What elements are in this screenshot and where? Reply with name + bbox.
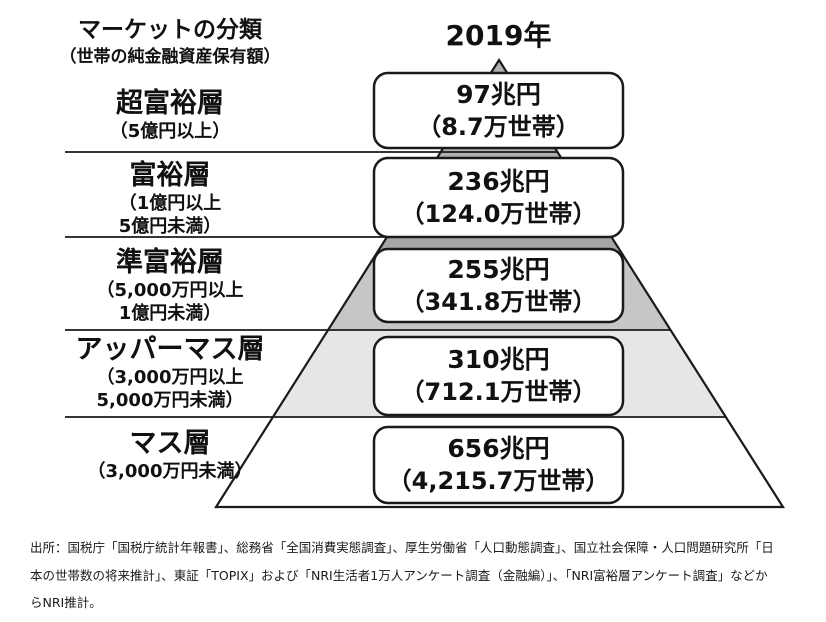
tier-name: 準富裕層 [116, 247, 224, 278]
tier3-households: （341.8万世帯） [400, 287, 597, 316]
tier-label-wealthy: 富裕層 （1億円以上 5億円未満） [20, 160, 320, 238]
tier-range: （5億円以上） [109, 121, 231, 142]
tier4-values: 310兆円 （712.1万世帯） [374, 337, 623, 415]
value-box-tier5 [372, 425, 625, 505]
tier4-households: （712.1万世帯） [400, 378, 597, 406]
tier-name: 富裕層 [129, 160, 211, 191]
tier-range: （1億円以上 [118, 193, 222, 214]
tier-label-mass: マス層 （3,000万円未満） [20, 428, 320, 483]
value-box-tier1 [372, 71, 625, 150]
tier-label-semi-wealthy: 準富裕層 （5,000万円以上 1億円未満） [20, 247, 320, 325]
tier5-assets: 656兆円 [447, 434, 550, 463]
tier2-assets: 236兆円 [447, 166, 550, 196]
category-subtitle: （世帯の純金融資産保有額） [59, 47, 281, 67]
tier-range: （3,000万円未満） [87, 461, 253, 482]
tier-range: 5億円未満） [118, 216, 222, 237]
tier2-values: 236兆円 （124.0万世帯） [374, 158, 623, 237]
pyramid-outline [214, 57, 786, 509]
tier4-assets: 310兆円 [447, 345, 550, 374]
tier-label-upper-mass: アッパーマス層 （3,000万円以上 5,000万円未満） [20, 334, 320, 412]
source-line: 出所：国税庁「国税庁統計年報書」、総務省「全国消費実態調査」、厚生労働省「人口動… [30, 540, 774, 555]
year-title: 2019年 [445, 19, 552, 52]
tier1-households: （8.7万世帯） [417, 112, 580, 141]
tier5-households: （4,215.7万世帯） [387, 467, 610, 495]
tier-range: （5,000万円以上 [96, 280, 244, 301]
value-box-tier4 [372, 335, 625, 417]
tier1-assets: 97兆円 [456, 79, 541, 109]
source-note: 出所：国税庁「国税庁統計年報書」、総務省「全国消費実態調査」、厚生労働省「人口動… [30, 534, 805, 617]
source-line: らNRI推計。 [30, 595, 102, 610]
tier5-values: 656兆円 （4,215.7万世帯） [374, 427, 623, 503]
tier-range: （3,000万円以上 [96, 367, 244, 388]
tier-range: 1億円未満） [118, 303, 222, 324]
value-box-tier2 [372, 156, 625, 239]
pyramid-tier3-top-band [379, 237, 619, 249]
tier3-assets: 255兆円 [447, 254, 550, 284]
tier-name: 超富裕層 [116, 88, 224, 119]
tier-name: マス層 [129, 428, 211, 459]
tier-range: 5,000万円未満） [96, 390, 244, 411]
tier-name: アッパーマス層 [75, 334, 265, 365]
tier-label-super-wealthy: 超富裕層 （5億円以上） [20, 88, 320, 143]
tier2-households: （124.0万世帯） [400, 199, 597, 228]
tier3-values: 255兆円 （341.8万世帯） [374, 249, 623, 322]
value-box-tier3 [372, 247, 625, 324]
tier1-values: 97兆円 （8.7万世帯） [374, 73, 623, 148]
category-title: マーケットの分類 [78, 17, 262, 43]
source-line: 本の世帯数の将来推計」、東証「TOPIX」および「NRI生活者1万人アンケート調… [30, 567, 768, 583]
